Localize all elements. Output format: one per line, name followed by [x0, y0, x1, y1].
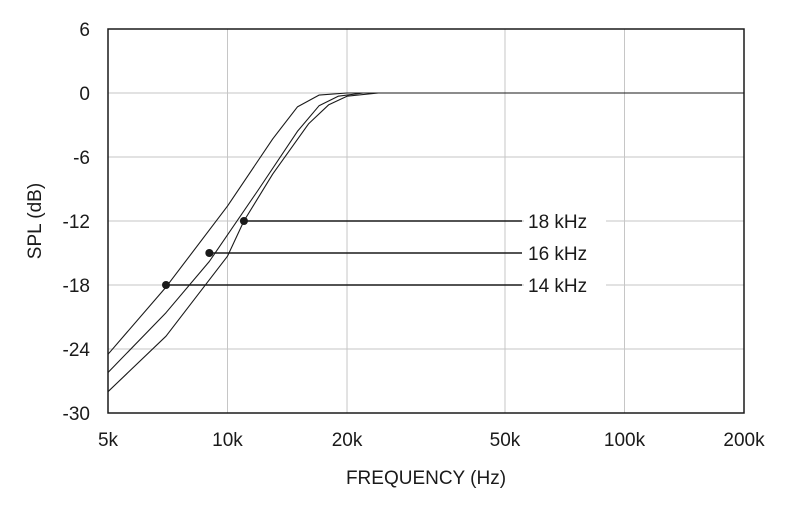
callout-dot	[205, 249, 214, 257]
callout-dot	[239, 217, 248, 225]
callout-label: 16 kHz	[528, 244, 587, 265]
response-curve	[107, 92, 744, 393]
response-curve	[107, 92, 744, 373]
y-tick-label: -24	[63, 340, 91, 361]
x-tick-label: 100k	[604, 430, 646, 451]
x-tick-label: 5k	[98, 430, 119, 451]
x-tick-label: 50k	[490, 430, 521, 451]
callout-label-bg	[524, 208, 606, 234]
y-tick-label: -6	[73, 148, 90, 169]
x-tick-label: 200k	[723, 430, 765, 451]
y-tick-label: 6	[79, 20, 90, 41]
callouts: 18 kHz 16 kHz 14 kHz	[162, 208, 606, 298]
y-axis-label: SPL (dB)	[25, 183, 46, 259]
y-tick-label: -30	[63, 404, 90, 425]
callout-label-bg	[524, 272, 606, 298]
callout-label: 18 kHz	[528, 212, 587, 233]
plot-frame	[107, 28, 745, 414]
tick-labels: 5k 10k 20k 50k 100k 200k 6 0 -6 -12 -18 -24 -30	[63, 20, 766, 451]
x-axis-label: FREQUENCY (Hz)	[346, 468, 506, 489]
callout-label: 14 kHz	[528, 276, 587, 297]
y-tick-label: 0	[79, 84, 90, 105]
x-tick-label: 20k	[332, 430, 363, 451]
y-tick-label: -18	[63, 276, 90, 297]
callout-dot	[162, 281, 171, 289]
response-curves	[107, 92, 744, 393]
x-tick-label: 10k	[212, 430, 243, 451]
callout-label-bg	[524, 240, 606, 266]
response-curve	[107, 92, 744, 355]
y-tick-label: -12	[63, 212, 90, 233]
